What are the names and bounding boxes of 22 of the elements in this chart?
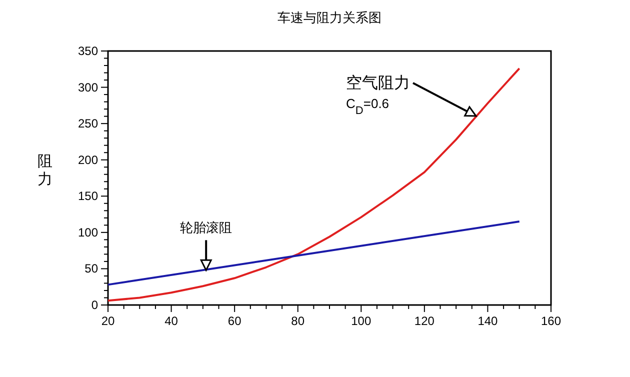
annotation: C$_{D}$=0.6 [346,96,390,117]
x-tick-label: 80 [291,314,305,328]
chart-title: 车速与阻力关系图 [278,10,382,25]
annotation: 轮胎滚阻 [180,220,232,236]
y-axis-title: 阻力 [38,153,52,188]
x-tick-label: 20 [101,314,115,328]
y-tick-label: 250 [78,116,98,131]
x-tick-label: 100 [351,314,372,328]
y-tick-label: 0 [91,298,98,312]
x-tick-label: 40 [164,314,178,328]
y-tick-label: 100 [78,225,98,240]
y-tick-label: 150 [78,189,98,204]
y-tick-label: 300 [78,80,98,94]
y-tick-label: 200 [78,152,98,167]
x-tick-label: 120 [414,314,435,328]
x-tick-label: 160 [540,314,562,328]
line-series [107,67,520,302]
x-tick-label: 60 [228,314,242,328]
x-tick-label: 140 [478,314,498,328]
y-tick-label: 350 [78,44,98,58]
y-tick-label: 50 [84,262,98,276]
annotation: 空气阻力 [346,74,410,92]
